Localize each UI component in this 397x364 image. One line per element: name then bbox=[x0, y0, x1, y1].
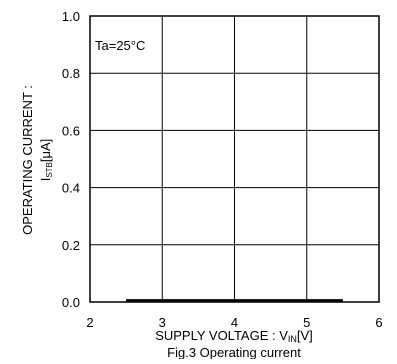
y-tick-label: 0.8 bbox=[62, 66, 80, 81]
y-tick-label: 0.0 bbox=[62, 295, 80, 310]
y-axis-label-line1: OPERATING CURRENT : bbox=[20, 85, 35, 235]
y-axis-label-main: I bbox=[38, 178, 53, 182]
y-axis-label-line2: ISTB[μA] bbox=[38, 139, 54, 182]
x-tick-label: 2 bbox=[86, 315, 93, 330]
grid-lines bbox=[90, 16, 379, 302]
y-axis-label-sub: STB bbox=[45, 162, 54, 178]
y-axis-label-unit: [μA] bbox=[38, 139, 53, 162]
y-tick-label: 0.2 bbox=[62, 238, 80, 253]
plot-area-frame bbox=[89, 15, 380, 303]
y-tick-label: 1.0 bbox=[62, 9, 80, 24]
x-axis-label: SUPPLY VOLTAGE : VIN[V] bbox=[155, 328, 313, 344]
y-tick-label: 0.4 bbox=[62, 181, 80, 196]
x-axis-label-sub: IN bbox=[288, 334, 297, 344]
x-axis-label-main: SUPPLY VOLTAGE : V bbox=[155, 328, 288, 343]
x-tick-label: 5 bbox=[303, 315, 310, 330]
x-tick-label: 4 bbox=[231, 315, 238, 330]
y-tick-label: 0.6 bbox=[62, 123, 80, 138]
x-axis-label-unit: [V] bbox=[297, 328, 313, 343]
temperature-annotation: Ta=25°C bbox=[95, 38, 145, 53]
tick-labels: 2 3 4 5 6 0.0 0.2 0.4 0.6 0.8 1.0 bbox=[62, 9, 383, 330]
x-tick-label: 6 bbox=[375, 315, 382, 330]
x-tick-label: 3 bbox=[159, 315, 166, 330]
figure-caption: Fig.3 Operating current bbox=[167, 345, 301, 359]
